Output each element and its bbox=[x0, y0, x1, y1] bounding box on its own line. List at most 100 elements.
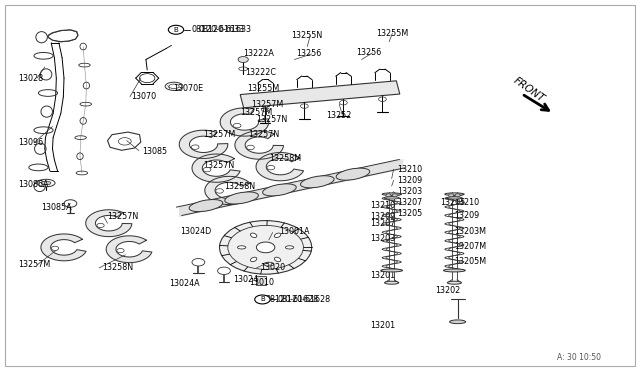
Text: 13024: 13024 bbox=[234, 275, 259, 284]
Circle shape bbox=[220, 221, 312, 274]
Polygon shape bbox=[41, 234, 86, 261]
Text: 13207: 13207 bbox=[397, 198, 422, 207]
Circle shape bbox=[204, 167, 211, 172]
Ellipse shape bbox=[189, 199, 223, 212]
Text: 08120-61628: 08120-61628 bbox=[266, 295, 319, 304]
Circle shape bbox=[449, 194, 454, 197]
Text: 13256: 13256 bbox=[356, 48, 381, 57]
Text: 13086A: 13086A bbox=[18, 180, 49, 189]
Polygon shape bbox=[235, 131, 284, 159]
Text: FRONT: FRONT bbox=[512, 76, 547, 104]
Ellipse shape bbox=[447, 281, 461, 284]
Text: 13202: 13202 bbox=[435, 286, 460, 295]
Text: 13210: 13210 bbox=[370, 201, 395, 210]
Circle shape bbox=[51, 246, 59, 250]
Text: 13255M: 13255M bbox=[247, 84, 279, 93]
Text: 13203M: 13203M bbox=[454, 227, 486, 236]
Text: 13201: 13201 bbox=[370, 271, 395, 280]
Circle shape bbox=[192, 259, 205, 266]
Text: 13203: 13203 bbox=[397, 187, 422, 196]
Circle shape bbox=[97, 223, 104, 228]
Text: 13222C: 13222C bbox=[245, 68, 276, 77]
Text: B: B bbox=[173, 27, 179, 33]
Text: 13255M: 13255M bbox=[376, 29, 408, 38]
Text: 13001A: 13001A bbox=[279, 227, 310, 236]
Ellipse shape bbox=[385, 281, 399, 284]
Text: 13257M: 13257M bbox=[18, 260, 50, 269]
Ellipse shape bbox=[41, 181, 51, 185]
Text: 13257N: 13257N bbox=[248, 130, 280, 139]
Text: 13222A: 13222A bbox=[243, 49, 274, 58]
Ellipse shape bbox=[275, 257, 281, 262]
Ellipse shape bbox=[336, 168, 370, 180]
Circle shape bbox=[168, 25, 184, 34]
Ellipse shape bbox=[237, 246, 246, 249]
Circle shape bbox=[255, 295, 270, 304]
Polygon shape bbox=[106, 236, 152, 263]
Ellipse shape bbox=[382, 193, 401, 196]
Polygon shape bbox=[256, 276, 266, 285]
Text: 13257M: 13257M bbox=[251, 100, 283, 109]
Ellipse shape bbox=[301, 176, 334, 188]
Text: 13205M: 13205M bbox=[454, 257, 486, 266]
Circle shape bbox=[117, 248, 124, 253]
Circle shape bbox=[455, 194, 460, 197]
Ellipse shape bbox=[262, 184, 296, 196]
Circle shape bbox=[267, 166, 275, 170]
Circle shape bbox=[191, 145, 199, 150]
Circle shape bbox=[392, 194, 397, 197]
Circle shape bbox=[234, 124, 241, 128]
Text: 13207: 13207 bbox=[370, 219, 395, 228]
Text: 13252: 13252 bbox=[326, 111, 352, 120]
Circle shape bbox=[257, 242, 275, 253]
Text: 13085: 13085 bbox=[142, 147, 167, 156]
Text: 13256: 13256 bbox=[296, 49, 321, 58]
Ellipse shape bbox=[449, 320, 466, 324]
Circle shape bbox=[218, 267, 230, 275]
Polygon shape bbox=[86, 210, 132, 237]
Text: 13024D: 13024D bbox=[180, 227, 212, 236]
Text: 13201: 13201 bbox=[370, 321, 395, 330]
Text: 13205: 13205 bbox=[397, 209, 422, 218]
Circle shape bbox=[386, 194, 391, 197]
Text: A: 30 10:50: A: 30 10:50 bbox=[557, 353, 601, 362]
Text: 13257N: 13257N bbox=[256, 115, 287, 124]
Text: 13205: 13205 bbox=[440, 198, 465, 207]
Text: 13203: 13203 bbox=[370, 234, 395, 243]
Polygon shape bbox=[220, 108, 269, 136]
Circle shape bbox=[216, 189, 223, 193]
Text: 13258M: 13258M bbox=[269, 154, 301, 163]
Text: 13257N: 13257N bbox=[204, 161, 235, 170]
Text: 13024A: 13024A bbox=[170, 279, 200, 288]
Text: 13085A: 13085A bbox=[42, 203, 72, 212]
Polygon shape bbox=[240, 81, 400, 108]
Polygon shape bbox=[205, 176, 252, 205]
Circle shape bbox=[246, 145, 254, 150]
Text: 13210: 13210 bbox=[397, 165, 422, 174]
Ellipse shape bbox=[384, 197, 399, 199]
Text: 13028: 13028 bbox=[18, 74, 43, 83]
Text: 13070: 13070 bbox=[131, 92, 156, 101]
Polygon shape bbox=[179, 130, 228, 158]
Ellipse shape bbox=[285, 246, 294, 249]
Text: 13207M: 13207M bbox=[454, 242, 486, 251]
Text: 13070E: 13070E bbox=[173, 84, 203, 93]
Circle shape bbox=[238, 57, 248, 62]
Ellipse shape bbox=[445, 193, 464, 196]
Text: 13209: 13209 bbox=[397, 176, 422, 185]
Ellipse shape bbox=[444, 269, 465, 272]
Text: 13096: 13096 bbox=[18, 138, 43, 147]
Text: 13257M: 13257M bbox=[240, 108, 272, 117]
Polygon shape bbox=[256, 153, 303, 181]
Text: 13257N: 13257N bbox=[107, 212, 138, 221]
Text: B: B bbox=[260, 296, 265, 302]
Text: 13209: 13209 bbox=[370, 212, 395, 221]
Text: 13010: 13010 bbox=[250, 278, 275, 287]
Ellipse shape bbox=[250, 233, 257, 238]
Text: 08120-61628: 08120-61628 bbox=[278, 295, 331, 304]
Text: 13258N: 13258N bbox=[224, 182, 255, 191]
Ellipse shape bbox=[225, 192, 259, 204]
Ellipse shape bbox=[275, 233, 281, 238]
Text: 13210: 13210 bbox=[454, 198, 479, 207]
Text: 13020: 13020 bbox=[260, 263, 285, 272]
